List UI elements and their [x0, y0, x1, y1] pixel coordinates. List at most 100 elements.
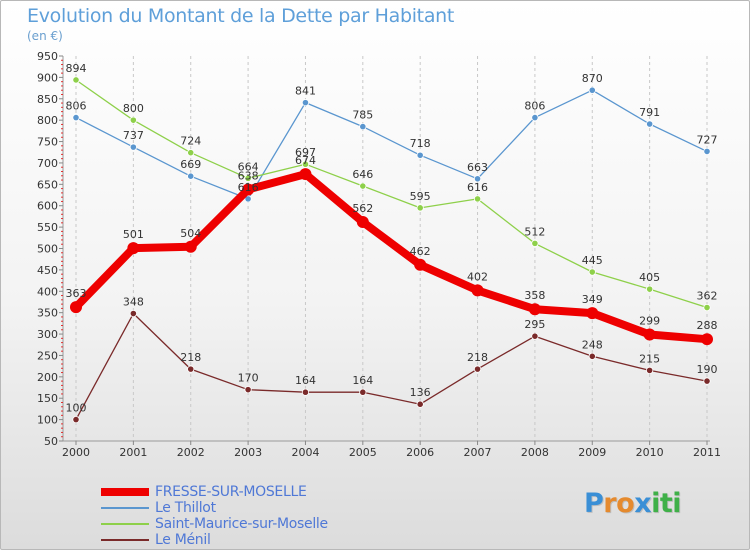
- data-point: [72, 416, 80, 424]
- data-labels: 806 737 669 616 841 785 718 663 806 870 791 727 894 8…: [66, 62, 718, 415]
- data-label: 806: [66, 100, 87, 113]
- data-point: [187, 172, 195, 180]
- y-tick-label: 550: [37, 221, 58, 234]
- data-point: [588, 86, 596, 94]
- data-label: 806: [524, 100, 545, 113]
- y-tick-label: 600: [37, 200, 58, 213]
- data-point: [646, 285, 654, 293]
- data-label: 215: [639, 352, 660, 365]
- axes: 50 100 150 200 250 300 350 400 450 500 550 600 650 70…: [37, 50, 721, 459]
- data-label: 363: [66, 287, 87, 300]
- series-line: [75, 312, 708, 421]
- data-label: 697: [295, 146, 316, 159]
- legend-swatch: [101, 507, 149, 509]
- data-label: 501: [123, 228, 144, 241]
- data-point: [701, 333, 713, 346]
- y-tick-label: 800: [37, 114, 58, 127]
- y-tick-label: 700: [37, 157, 58, 170]
- data-point: [588, 268, 596, 276]
- data-label: 664: [238, 160, 259, 173]
- chart-title: Evolution du Montant de la Dette par Hab…: [27, 5, 455, 27]
- data-point: [359, 182, 367, 190]
- data-label: 100: [66, 402, 87, 415]
- data-point: [473, 175, 482, 183]
- unit-label: (en €): [27, 29, 63, 43]
- data-point: [531, 332, 539, 340]
- legend-label: Le Ménil: [155, 532, 211, 548]
- data-point: [244, 195, 252, 203]
- data-point: [473, 195, 482, 203]
- data-label: 669: [180, 158, 201, 171]
- data-label: 358: [524, 289, 545, 302]
- legend-label: FRESSE-SUR-MOSELLE: [155, 484, 307, 500]
- x-tick-label: 2007: [464, 446, 492, 459]
- data-label: 512: [524, 225, 545, 238]
- data-point: [187, 365, 195, 373]
- data-point: [299, 168, 312, 181]
- data-label: 136: [410, 386, 431, 399]
- data-point: [129, 309, 137, 318]
- x-tick-label: 2008: [521, 446, 549, 459]
- y-tick-label: 950: [37, 50, 58, 63]
- x-tick-label: 2001: [119, 446, 147, 459]
- data-point: [72, 76, 80, 84]
- y-tick-label: 650: [37, 178, 58, 191]
- data-label: 616: [238, 181, 259, 194]
- data-point: [646, 120, 654, 128]
- data-point: [356, 215, 369, 228]
- proxiti-logo: Proxiti: [584, 488, 682, 519]
- data-label: 724: [180, 135, 201, 148]
- data-point: [414, 258, 427, 271]
- data-label: 299: [639, 314, 660, 327]
- data-point: [70, 301, 82, 314]
- data-label: 727: [697, 133, 718, 146]
- legend-label: Saint-Maurice-sur-Moselle: [155, 516, 328, 532]
- data-point: [72, 114, 80, 122]
- logo-letter: t: [659, 488, 673, 519]
- data-label: 288: [697, 319, 718, 332]
- data-point: [588, 352, 596, 360]
- data-point: [471, 284, 484, 297]
- data-point: [129, 116, 137, 124]
- data-label: 218: [467, 351, 488, 364]
- data-point: [187, 149, 195, 157]
- series-line: [75, 89, 708, 200]
- data-point: [703, 303, 711, 312]
- y-tick-label: 850: [37, 93, 58, 106]
- data-label: 164: [295, 374, 316, 387]
- data-point: [416, 151, 424, 159]
- legend-swatch: [101, 523, 149, 525]
- data-label: 894: [66, 62, 87, 75]
- data-point: [301, 160, 310, 168]
- data-point: [586, 307, 599, 320]
- x-tick-label: 2011: [693, 446, 721, 459]
- data-label: 445: [582, 254, 603, 267]
- x-tick-label: 2003: [234, 446, 262, 459]
- data-point: [242, 183, 255, 196]
- x-tick-label: 2009: [578, 446, 606, 459]
- y-tick-label: 100: [37, 414, 58, 427]
- data-label: 785: [352, 109, 373, 122]
- data-label: 646: [352, 168, 373, 181]
- y-tick-label: 400: [37, 285, 58, 298]
- data-point: [244, 386, 252, 394]
- data-point: [184, 240, 197, 253]
- data-label: 718: [410, 137, 431, 150]
- x-tick-label: 2006: [406, 446, 434, 459]
- y-tick-label: 50: [44, 435, 58, 448]
- data-label: 674: [295, 154, 316, 167]
- data-point: [703, 377, 711, 385]
- y-tick-label: 350: [37, 307, 58, 320]
- y-tick-label: 750: [37, 136, 58, 149]
- logo-letter: x: [634, 488, 652, 519]
- data-label: 595: [410, 190, 431, 203]
- series-line: [72, 170, 711, 344]
- data-label: 562: [352, 202, 373, 215]
- data-label: 164: [352, 374, 373, 387]
- logo-letter: P: [584, 488, 604, 519]
- legend-label: Le Thillot: [155, 500, 216, 516]
- y-tick-label: 900: [37, 71, 58, 84]
- data-label: 405: [639, 271, 660, 284]
- x-tick-label: 2000: [62, 446, 90, 459]
- y-tick-label: 500: [37, 243, 58, 256]
